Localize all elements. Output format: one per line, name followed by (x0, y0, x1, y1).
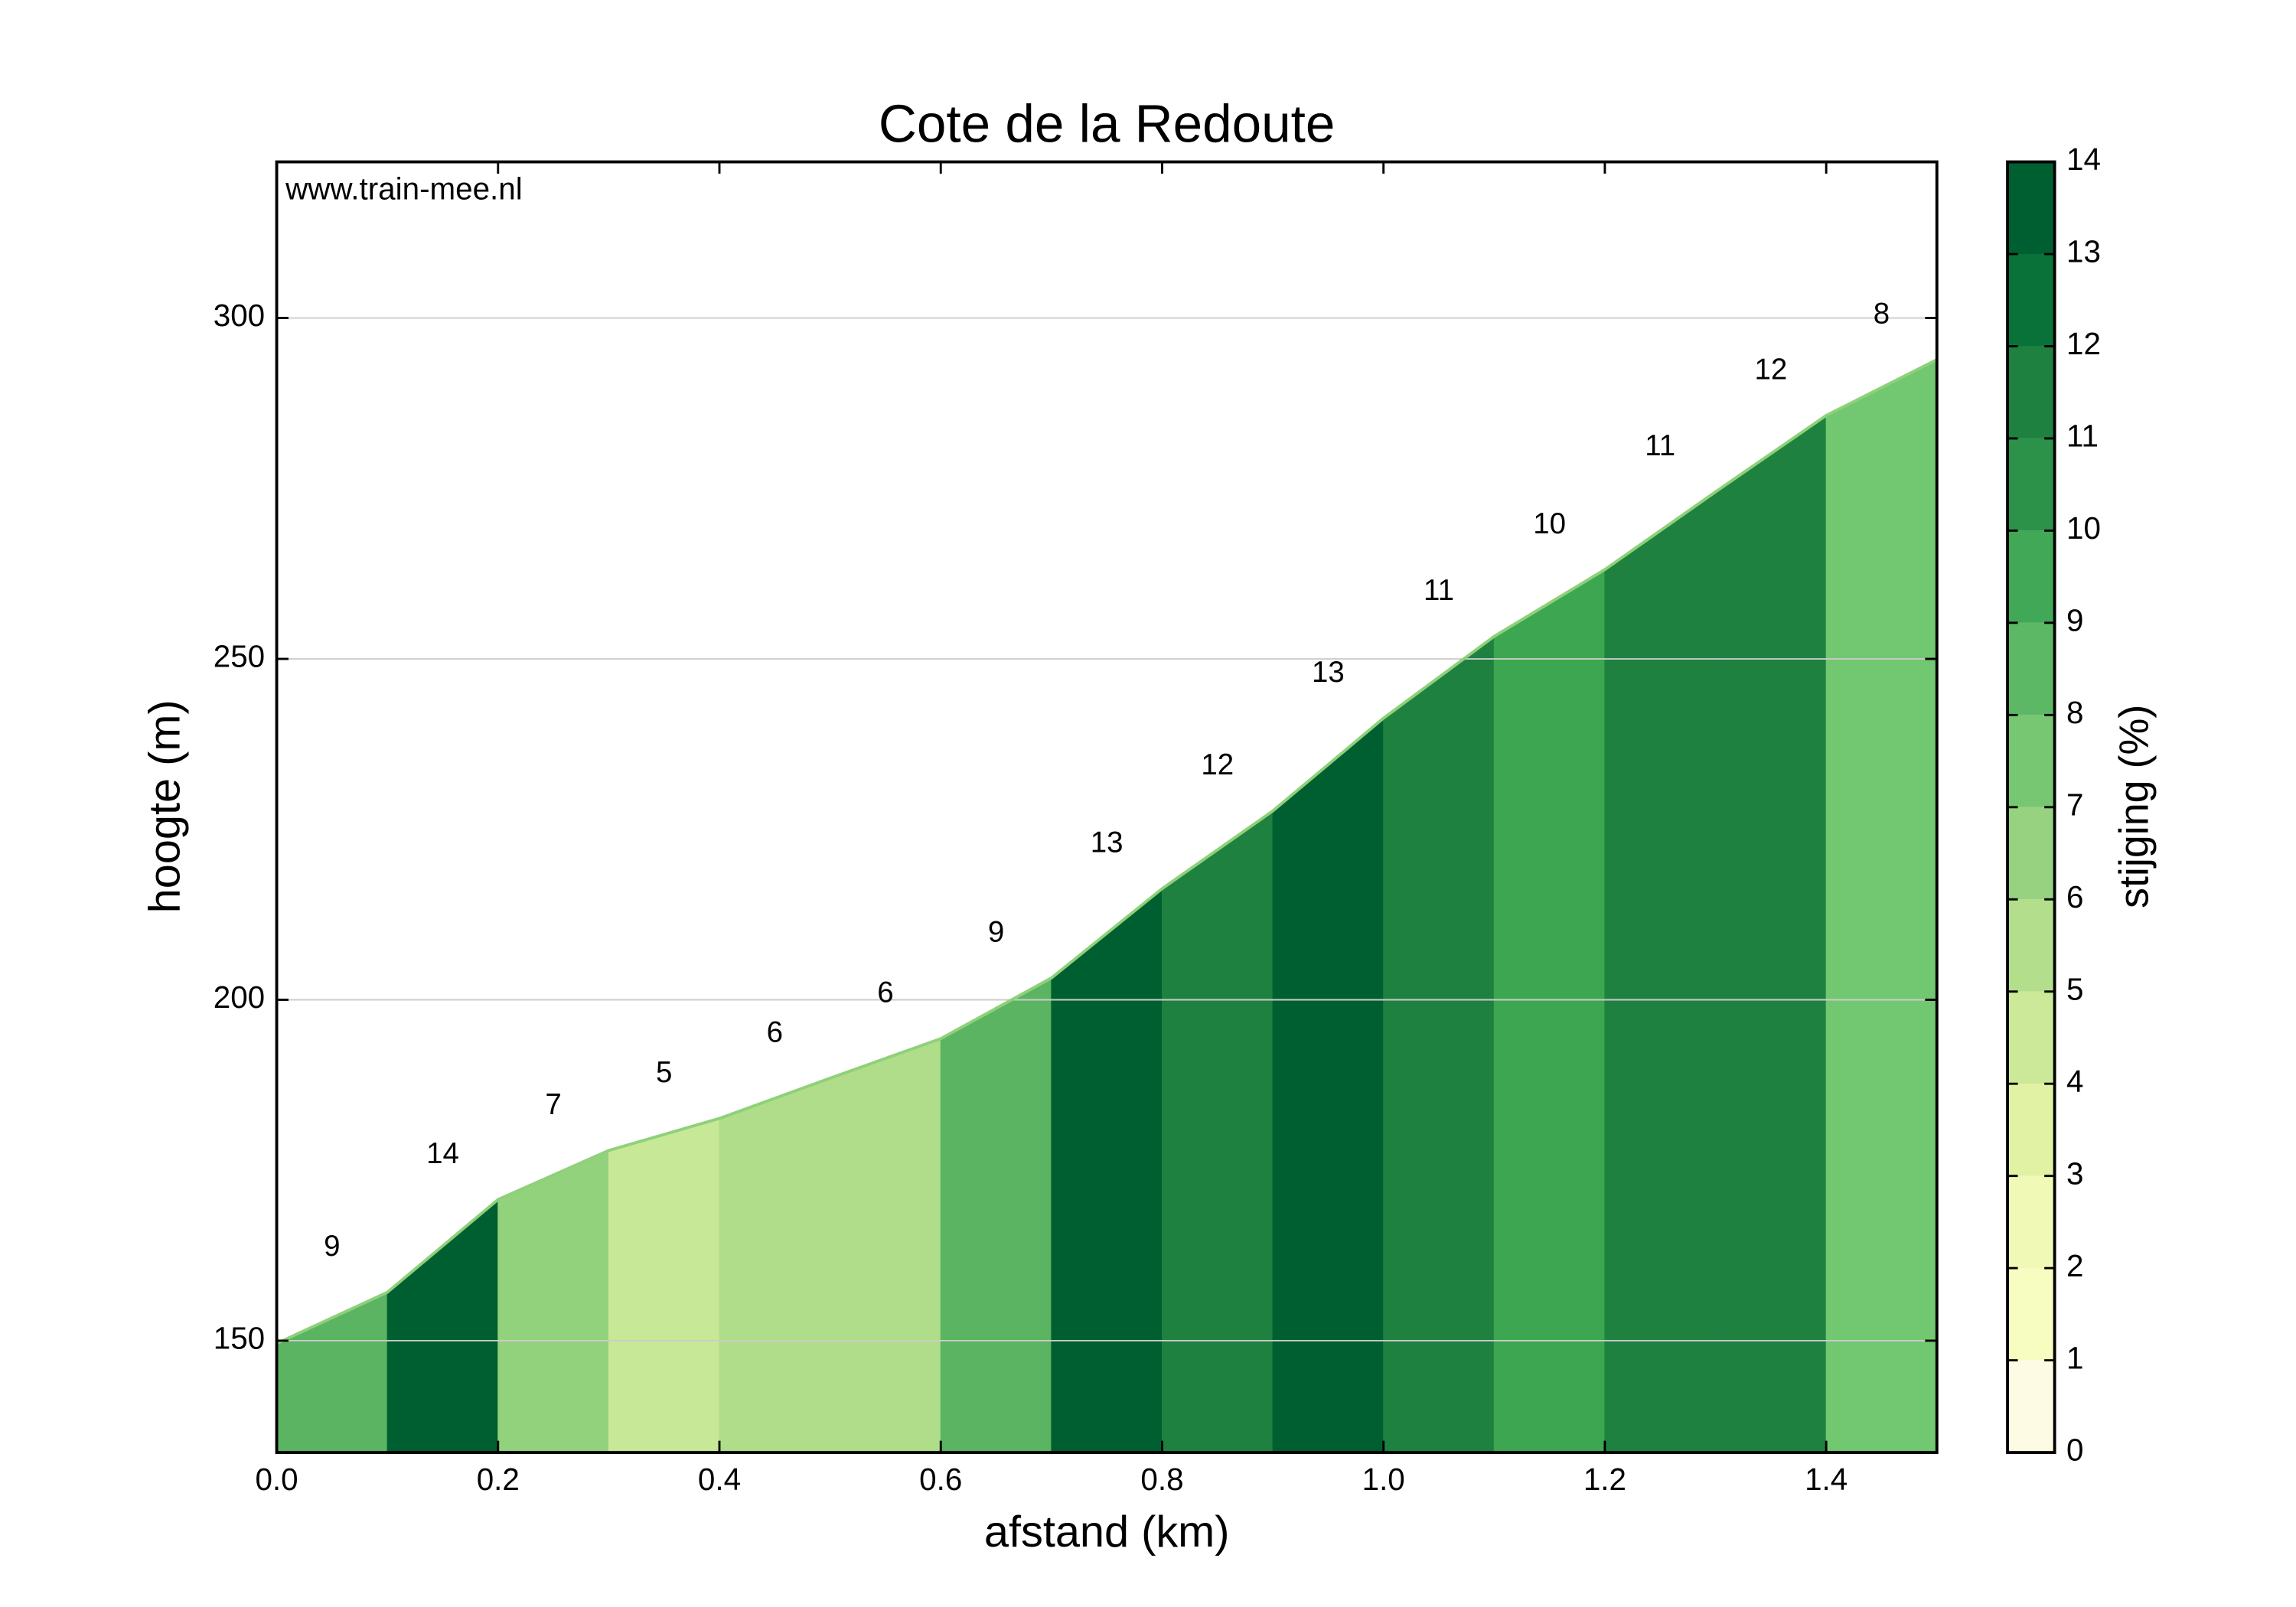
colorbar-band (2007, 899, 2055, 992)
segment (940, 977, 1052, 1453)
segment (497, 1149, 609, 1453)
chart-title: Cote de la Redoute (879, 94, 1335, 154)
colorbar-band (2007, 1360, 2055, 1453)
colorbar-tick-label: 11 (2066, 419, 2099, 454)
x-tick-label: 1.2 (1583, 1462, 1626, 1497)
x-tick-label: 0.0 (255, 1462, 298, 1497)
x-tick-label: 1.0 (1362, 1462, 1405, 1497)
segment (608, 1117, 720, 1453)
grade-label: 11 (1424, 574, 1454, 607)
colorbar-tick-label: 2 (2066, 1248, 2083, 1283)
colorbar-tick-label: 1 (2066, 1340, 2083, 1375)
colorbar-tick-label: 4 (2066, 1064, 2083, 1099)
colorbar-band (2007, 438, 2055, 531)
y-tick-label: 150 (214, 1321, 265, 1356)
colorbar-tick-label: 12 (2066, 326, 2101, 361)
y-tick-label: 250 (214, 639, 265, 674)
grade-label: 9 (988, 915, 1004, 948)
colorbar-band (2007, 991, 2055, 1084)
segment (1715, 415, 1827, 1453)
segment (1051, 888, 1163, 1453)
colorbar-band (2007, 1175, 2055, 1269)
colorbar-tick-label: 13 (2066, 234, 2101, 269)
colorbar-tick-label: 7 (2066, 787, 2083, 822)
colorbar-tick-label: 3 (2066, 1156, 2083, 1191)
x-tick-label: 0.8 (1140, 1462, 1183, 1497)
y-axis-label: hoogte (m) (140, 699, 189, 913)
profile-line (276, 358, 1938, 1345)
colorbar-tick-label: 8 (2066, 695, 2083, 730)
segment (1604, 491, 1717, 1453)
grade-label: 6 (767, 1015, 783, 1048)
segment (1493, 569, 1606, 1453)
segment (1161, 810, 1274, 1453)
grade-label: 11 (1645, 429, 1675, 462)
colorbar-tick-label: 14 (2066, 142, 2101, 177)
colorbar-label: stijging (%) (2112, 705, 2157, 908)
segment (1383, 635, 1495, 1453)
grade-label: 13 (1312, 656, 1345, 689)
grade-label: 8 (1874, 297, 1890, 330)
grade-label: 9 (324, 1230, 340, 1263)
grade-label: 12 (1201, 748, 1234, 781)
grade-label: 13 (1091, 826, 1124, 859)
grade-label: 12 (1754, 353, 1787, 386)
segment (1272, 717, 1384, 1453)
segment (386, 1198, 499, 1453)
grade-label: 5 (656, 1056, 672, 1089)
colorbar-tick-label: 6 (2066, 879, 2083, 914)
colorbar-band (2007, 346, 2055, 438)
colorbar-tick-label: 0 (2066, 1433, 2083, 1468)
x-tick-label: 0.4 (698, 1462, 741, 1497)
colorbar-band (2007, 1084, 2055, 1176)
segment (719, 1077, 831, 1453)
segment (1825, 359, 1938, 1453)
x-tick-label: 0.6 (919, 1462, 962, 1497)
colorbar-tick-label: 10 (2066, 510, 2101, 546)
segment (830, 1038, 941, 1453)
x-tick-label: 1.4 (1805, 1462, 1848, 1497)
x-axis-label: afstand (km) (984, 1508, 1230, 1556)
grade-label: 10 (1533, 507, 1566, 540)
colorbar-band (2007, 530, 2055, 623)
colorbar-tick-label: 5 (2066, 971, 2083, 1006)
colorbar-band (2007, 161, 2055, 255)
grade-label: 7 (545, 1088, 561, 1121)
colorbar-band (2007, 807, 2055, 900)
plot-frame (275, 160, 1939, 1454)
watermark: www.train-mee.nl (285, 171, 523, 207)
colorbar-band (2007, 622, 2055, 715)
grade-label: 14 (426, 1137, 459, 1170)
x-tick-label: 0.2 (477, 1462, 520, 1497)
colorbar-band (2007, 1268, 2055, 1361)
colorbar-band (2007, 715, 2055, 807)
y-tick-label: 200 (214, 980, 265, 1015)
colorbar-tick-label: 9 (2066, 603, 2083, 638)
y-tick-label: 300 (214, 298, 265, 333)
colorbar-band (2007, 254, 2055, 347)
grade-label: 6 (877, 976, 893, 1009)
